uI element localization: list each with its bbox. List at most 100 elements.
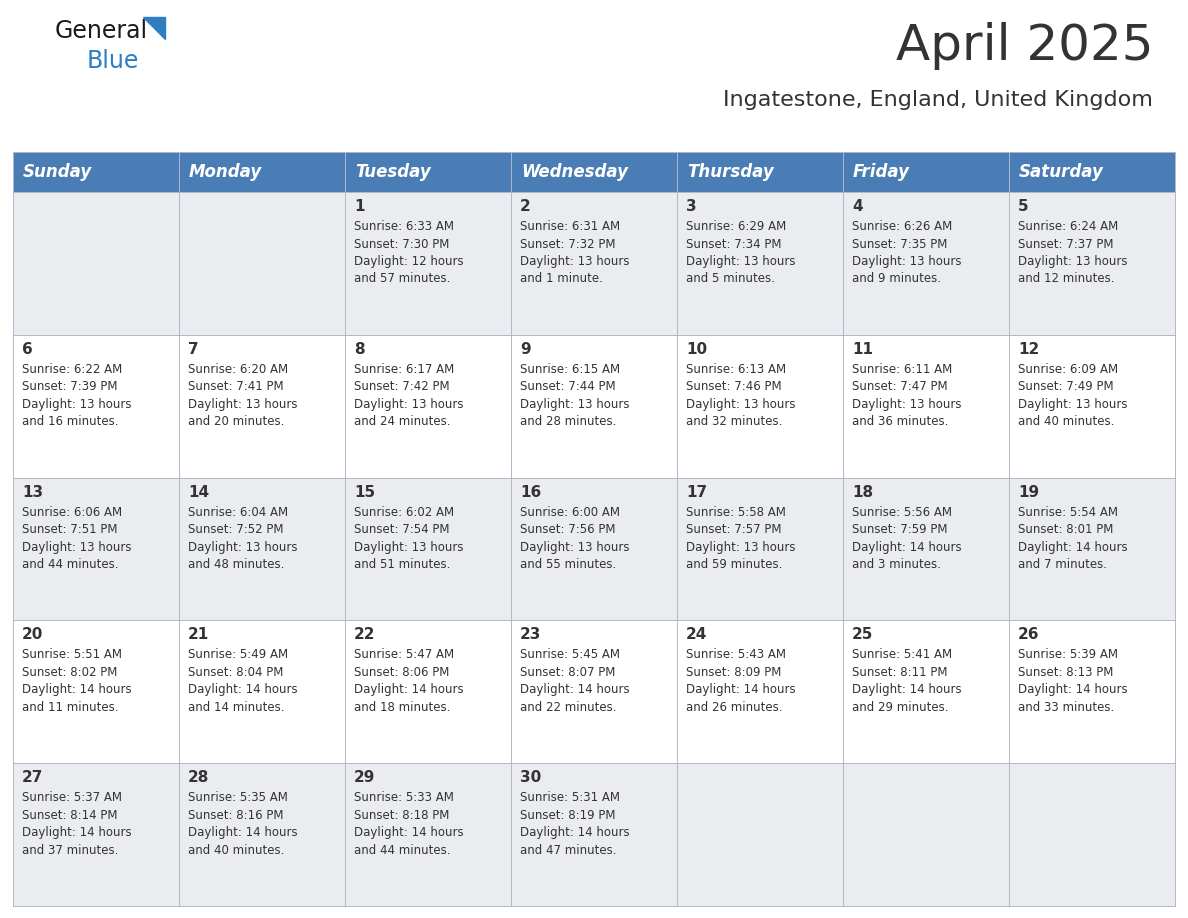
Bar (345, 477, 511, 621)
Text: Sunrise: 6:00 AM
Sunset: 7:56 PM
Daylight: 13 hours
and 55 minutes.: Sunrise: 6:00 AM Sunset: 7:56 PM Dayligh… (520, 506, 630, 571)
Text: 26: 26 (1018, 627, 1040, 643)
Text: Sunrise: 5:37 AM
Sunset: 8:14 PM
Daylight: 14 hours
and 37 minutes.: Sunrise: 5:37 AM Sunset: 8:14 PM Dayligh… (23, 791, 132, 856)
Text: April 2025: April 2025 (896, 22, 1154, 70)
Text: 13: 13 (23, 485, 43, 499)
Bar (1009, 477, 1175, 621)
Bar (179, 192, 345, 335)
Text: Sunrise: 5:47 AM
Sunset: 8:06 PM
Daylight: 14 hours
and 18 minutes.: Sunrise: 5:47 AM Sunset: 8:06 PM Dayligh… (354, 648, 463, 714)
Bar (677, 152, 843, 192)
Text: 18: 18 (852, 485, 873, 499)
Text: Sunrise: 6:04 AM
Sunset: 7:52 PM
Daylight: 13 hours
and 48 minutes.: Sunrise: 6:04 AM Sunset: 7:52 PM Dayligh… (188, 506, 297, 571)
Text: 25: 25 (852, 627, 873, 643)
Bar (843, 477, 1009, 621)
Text: 16: 16 (520, 485, 542, 499)
Text: Sunrise: 6:24 AM
Sunset: 7:37 PM
Daylight: 13 hours
and 12 minutes.: Sunrise: 6:24 AM Sunset: 7:37 PM Dayligh… (1018, 220, 1127, 285)
Text: Sunrise: 6:09 AM
Sunset: 7:49 PM
Daylight: 13 hours
and 40 minutes.: Sunrise: 6:09 AM Sunset: 7:49 PM Dayligh… (1018, 363, 1127, 429)
Text: Sunrise: 5:39 AM
Sunset: 8:13 PM
Daylight: 14 hours
and 33 minutes.: Sunrise: 5:39 AM Sunset: 8:13 PM Dayligh… (1018, 648, 1127, 714)
Bar (511, 335, 677, 477)
Polygon shape (144, 17, 165, 39)
Bar (511, 763, 677, 906)
Bar (677, 477, 843, 621)
Bar (345, 335, 511, 477)
Text: Sunrise: 6:11 AM
Sunset: 7:47 PM
Daylight: 13 hours
and 36 minutes.: Sunrise: 6:11 AM Sunset: 7:47 PM Dayligh… (852, 363, 961, 429)
Text: Sunrise: 6:02 AM
Sunset: 7:54 PM
Daylight: 13 hours
and 51 minutes.: Sunrise: 6:02 AM Sunset: 7:54 PM Dayligh… (354, 506, 463, 571)
Text: 6: 6 (23, 341, 33, 357)
Text: Sunrise: 5:35 AM
Sunset: 8:16 PM
Daylight: 14 hours
and 40 minutes.: Sunrise: 5:35 AM Sunset: 8:16 PM Dayligh… (188, 791, 298, 856)
Bar (345, 621, 511, 763)
Bar (13, 152, 179, 192)
Bar (1009, 621, 1175, 763)
Bar (677, 763, 843, 906)
Bar (345, 152, 511, 192)
Bar (179, 763, 345, 906)
Text: 5: 5 (1018, 199, 1029, 214)
Bar (1009, 152, 1175, 192)
Bar (677, 621, 843, 763)
Bar (179, 152, 345, 192)
Text: 8: 8 (354, 341, 365, 357)
Bar (1009, 763, 1175, 906)
Text: 17: 17 (685, 485, 707, 499)
Bar (345, 192, 511, 335)
Bar (13, 763, 179, 906)
Text: General: General (55, 19, 148, 43)
Text: Sunrise: 5:49 AM
Sunset: 8:04 PM
Daylight: 14 hours
and 14 minutes.: Sunrise: 5:49 AM Sunset: 8:04 PM Dayligh… (188, 648, 298, 714)
Text: Sunrise: 6:15 AM
Sunset: 7:44 PM
Daylight: 13 hours
and 28 minutes.: Sunrise: 6:15 AM Sunset: 7:44 PM Dayligh… (520, 363, 630, 429)
Text: Sunrise: 6:06 AM
Sunset: 7:51 PM
Daylight: 13 hours
and 44 minutes.: Sunrise: 6:06 AM Sunset: 7:51 PM Dayligh… (23, 506, 132, 571)
Text: 4: 4 (852, 199, 862, 214)
Bar (13, 192, 179, 335)
Text: 9: 9 (520, 341, 531, 357)
Text: 29: 29 (354, 770, 375, 785)
Text: 23: 23 (520, 627, 542, 643)
Text: Sunrise: 5:51 AM
Sunset: 8:02 PM
Daylight: 14 hours
and 11 minutes.: Sunrise: 5:51 AM Sunset: 8:02 PM Dayligh… (23, 648, 132, 714)
Bar (13, 335, 179, 477)
Bar (843, 335, 1009, 477)
Bar (677, 192, 843, 335)
Text: Sunday: Sunday (23, 163, 93, 181)
Bar (511, 192, 677, 335)
Bar (1009, 335, 1175, 477)
Bar (843, 152, 1009, 192)
Bar (179, 477, 345, 621)
Text: Sunrise: 5:43 AM
Sunset: 8:09 PM
Daylight: 14 hours
and 26 minutes.: Sunrise: 5:43 AM Sunset: 8:09 PM Dayligh… (685, 648, 796, 714)
Text: Tuesday: Tuesday (355, 163, 431, 181)
Bar (1009, 192, 1175, 335)
Text: 12: 12 (1018, 341, 1040, 357)
Text: 2: 2 (520, 199, 531, 214)
Bar (843, 621, 1009, 763)
Text: Sunrise: 5:54 AM
Sunset: 8:01 PM
Daylight: 14 hours
and 7 minutes.: Sunrise: 5:54 AM Sunset: 8:01 PM Dayligh… (1018, 506, 1127, 571)
Text: Wednesday: Wednesday (522, 163, 628, 181)
Text: 10: 10 (685, 341, 707, 357)
Text: 15: 15 (354, 485, 375, 499)
Text: Saturday: Saturday (1019, 163, 1104, 181)
Text: Sunrise: 6:13 AM
Sunset: 7:46 PM
Daylight: 13 hours
and 32 minutes.: Sunrise: 6:13 AM Sunset: 7:46 PM Dayligh… (685, 363, 796, 429)
Bar (511, 621, 677, 763)
Text: Sunrise: 5:58 AM
Sunset: 7:57 PM
Daylight: 13 hours
and 59 minutes.: Sunrise: 5:58 AM Sunset: 7:57 PM Dayligh… (685, 506, 796, 571)
Bar (511, 152, 677, 192)
Text: 7: 7 (188, 341, 198, 357)
Bar (677, 335, 843, 477)
Bar (13, 477, 179, 621)
Text: 19: 19 (1018, 485, 1040, 499)
Bar (345, 763, 511, 906)
Bar (13, 621, 179, 763)
Text: Friday: Friday (853, 163, 910, 181)
Text: 3: 3 (685, 199, 696, 214)
Text: Sunrise: 6:26 AM
Sunset: 7:35 PM
Daylight: 13 hours
and 9 minutes.: Sunrise: 6:26 AM Sunset: 7:35 PM Dayligh… (852, 220, 961, 285)
Text: 14: 14 (188, 485, 209, 499)
Text: Thursday: Thursday (687, 163, 773, 181)
Text: 24: 24 (685, 627, 707, 643)
Bar (179, 335, 345, 477)
Text: 28: 28 (188, 770, 209, 785)
Bar (179, 621, 345, 763)
Text: 11: 11 (852, 341, 873, 357)
Text: Sunrise: 5:41 AM
Sunset: 8:11 PM
Daylight: 14 hours
and 29 minutes.: Sunrise: 5:41 AM Sunset: 8:11 PM Dayligh… (852, 648, 961, 714)
Bar (511, 477, 677, 621)
Text: Sunrise: 5:56 AM
Sunset: 7:59 PM
Daylight: 14 hours
and 3 minutes.: Sunrise: 5:56 AM Sunset: 7:59 PM Dayligh… (852, 506, 961, 571)
Text: Blue: Blue (87, 49, 139, 73)
Text: 21: 21 (188, 627, 209, 643)
Text: Ingatestone, England, United Kingdom: Ingatestone, England, United Kingdom (723, 90, 1154, 110)
Text: Sunrise: 5:31 AM
Sunset: 8:19 PM
Daylight: 14 hours
and 47 minutes.: Sunrise: 5:31 AM Sunset: 8:19 PM Dayligh… (520, 791, 630, 856)
Text: 22: 22 (354, 627, 375, 643)
Text: Sunrise: 6:29 AM
Sunset: 7:34 PM
Daylight: 13 hours
and 5 minutes.: Sunrise: 6:29 AM Sunset: 7:34 PM Dayligh… (685, 220, 796, 285)
